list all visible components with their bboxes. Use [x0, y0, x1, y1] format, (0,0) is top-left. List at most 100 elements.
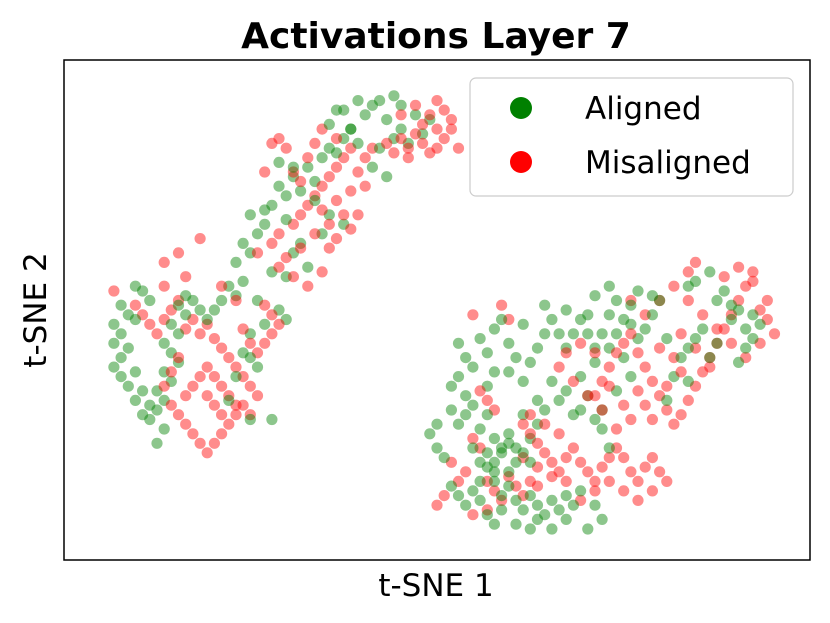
point-misaligned	[711, 323, 723, 335]
point-aligned	[230, 371, 242, 383]
point-misaligned	[201, 390, 213, 402]
point-misaligned	[345, 142, 357, 154]
point-aligned	[697, 323, 709, 335]
point-aligned	[467, 399, 479, 411]
point-misaligned	[654, 342, 666, 354]
point-misaligned	[754, 337, 766, 349]
legend-marker-aligned	[510, 97, 532, 119]
point-aligned	[575, 371, 587, 383]
point-misaligned	[754, 304, 766, 316]
point-misaligned	[158, 380, 170, 392]
point-misaligned	[553, 361, 565, 373]
point-aligned	[524, 490, 536, 502]
point-misaligned	[395, 109, 407, 121]
point-aligned	[646, 309, 659, 321]
point-aligned	[144, 399, 156, 411]
point-misaligned	[187, 313, 199, 326]
point-aligned	[632, 333, 644, 345]
point-misaligned	[180, 418, 192, 430]
point-misaligned	[165, 366, 177, 378]
point-misaligned	[618, 485, 630, 497]
point-misaligned	[180, 323, 192, 335]
point-aligned	[158, 337, 170, 349]
point-misaligned	[496, 494, 508, 506]
point-aligned	[661, 394, 673, 406]
point-aligned	[172, 299, 185, 311]
point-misaligned	[223, 390, 235, 402]
point-aligned	[596, 328, 608, 340]
point-misaligned	[481, 504, 493, 516]
point-misaligned	[395, 133, 407, 145]
point-aligned	[108, 337, 120, 349]
point-aligned	[251, 294, 264, 307]
point-misaligned	[639, 399, 651, 411]
point-aligned	[129, 394, 141, 406]
point-aligned	[352, 95, 364, 107]
point-misaligned	[761, 294, 773, 307]
point-misaligned	[481, 475, 493, 487]
point-aligned	[359, 109, 371, 121]
point-misaligned	[610, 423, 623, 435]
point-misaligned	[488, 404, 500, 416]
point-misaligned	[172, 247, 185, 259]
point-aligned	[718, 285, 730, 297]
point-aligned	[625, 299, 637, 311]
point-aligned	[122, 342, 134, 354]
point-aligned	[165, 347, 177, 359]
point-aligned	[524, 432, 536, 445]
point-aligned	[244, 209, 256, 221]
point-aligned	[280, 313, 292, 326]
point-misaligned	[445, 456, 457, 468]
point-misaligned	[589, 485, 601, 497]
point-misaligned	[309, 137, 321, 149]
point-aligned	[230, 256, 242, 268]
point-misaligned	[517, 418, 529, 430]
point-misaligned	[675, 409, 687, 421]
point-aligned	[567, 499, 580, 511]
point-aligned	[431, 418, 443, 430]
point-misaligned	[144, 318, 156, 330]
point-aligned	[137, 409, 149, 421]
point-misaligned	[560, 452, 572, 464]
point-misaligned	[603, 452, 615, 464]
point-aligned	[517, 447, 529, 459]
point-aligned	[560, 513, 572, 526]
legend-marker-misaligned	[510, 151, 532, 173]
point-misaligned	[251, 347, 264, 359]
point-misaligned	[172, 294, 185, 307]
point-misaligned	[445, 114, 457, 126]
point-misaligned	[201, 447, 213, 459]
point-aligned	[180, 290, 192, 302]
point-misaligned	[244, 337, 256, 349]
point-aligned	[474, 333, 486, 345]
point-misaligned	[618, 452, 630, 464]
point-misaligned	[172, 352, 185, 364]
point-aligned	[244, 247, 256, 259]
point-aligned	[208, 304, 220, 316]
point-aligned	[330, 147, 343, 159]
point-misaligned	[603, 475, 615, 487]
point-aligned	[589, 290, 601, 302]
point-misaligned	[323, 218, 335, 230]
point-aligned	[338, 133, 350, 145]
point-misaligned	[345, 223, 357, 235]
point-misaligned	[295, 209, 307, 221]
point-aligned	[733, 356, 745, 368]
point-aligned	[481, 409, 493, 421]
point-misaligned	[625, 328, 637, 340]
point-misaligned	[668, 418, 680, 430]
point-misaligned	[359, 152, 371, 164]
point-aligned	[424, 114, 436, 126]
point-misaligned	[316, 123, 328, 135]
point-aligned	[388, 90, 400, 102]
point-aligned	[539, 299, 551, 311]
point-misaligned	[309, 190, 321, 202]
point-misaligned	[323, 242, 335, 254]
point-aligned	[266, 266, 278, 278]
point-misaligned	[151, 328, 163, 340]
point-misaligned	[646, 413, 659, 426]
point-aligned	[460, 499, 472, 511]
point-misaligned	[582, 466, 594, 478]
point-misaligned	[718, 271, 730, 283]
point-misaligned	[524, 428, 536, 440]
